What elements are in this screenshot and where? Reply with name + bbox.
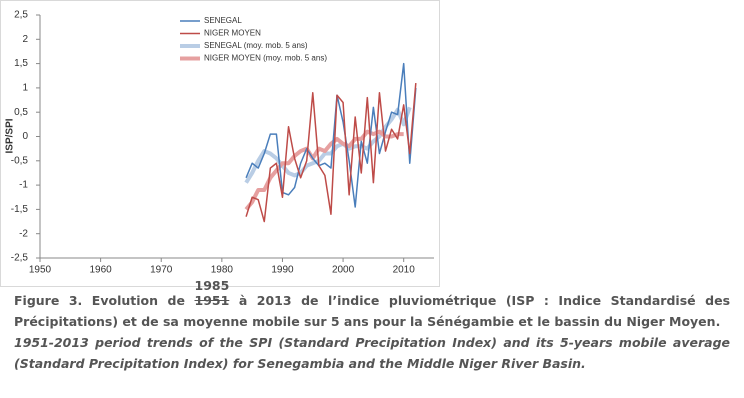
caption-french: Figure 3. Evolution de 1951 1985 à 2013 d…	[14, 278, 731, 332]
y-tick-label: 0,5	[14, 107, 28, 118]
x-tick-label: 1970	[150, 265, 173, 276]
y-tick-label: 1,5	[14, 58, 28, 69]
legend-label: SENEGAL (moy. mob. 5 ans)	[204, 41, 308, 50]
x-tick-label: 1960	[89, 265, 112, 276]
corrected-year: 1985	[194, 278, 230, 293]
x-tick-label: 2000	[332, 265, 355, 276]
series-line	[245, 62, 417, 208]
y-tick-label: -0,5	[11, 155, 29, 166]
y-tick-label: 2,5	[14, 10, 28, 21]
caption-english: 1951-2013 period trends of the SPI (Stan…	[14, 335, 730, 371]
chart: ISP/SPI 2,5 2 1,5 1 0,5 0 -0,5 -1 -1,5 -2 -2,51950…	[0, 0, 440, 287]
legend-label: NIGER MOYEN	[204, 29, 261, 38]
x-tick-label: 2010	[393, 265, 416, 276]
y-axis-label: ISP/SPI	[5, 118, 16, 153]
series-line	[245, 82, 417, 223]
y-tick-label: -1	[19, 180, 28, 191]
caption-text: Figure 3. Evolution de	[14, 293, 195, 308]
y-tick-label: -1,5	[11, 204, 29, 215]
x-tick-label: 1990	[271, 265, 294, 276]
y-tick-label: 0	[22, 131, 28, 142]
x-tick-label: 1950	[29, 265, 52, 276]
struck-year: 1951	[194, 293, 230, 308]
caption-text: à 2013 de l’indice pluviométrique (ISP :…	[14, 293, 731, 329]
legend-label: SENEGAL	[204, 16, 242, 25]
correction: 1951 1985	[194, 278, 230, 311]
y-tick-label: -2	[19, 228, 28, 239]
x-tick-label: 1980	[211, 265, 234, 276]
y-tick-label: -2,5	[11, 253, 29, 264]
caption: Figure 3. Evolution de 1951 1985 à 2013 d…	[14, 278, 731, 374]
chart-frame	[0, 0, 440, 287]
y-tick-label: 1	[22, 83, 28, 94]
legend-label: NIGER MOYEN (moy. mob. 5 ans)	[204, 54, 327, 63]
y-tick-label: 2	[22, 34, 28, 45]
